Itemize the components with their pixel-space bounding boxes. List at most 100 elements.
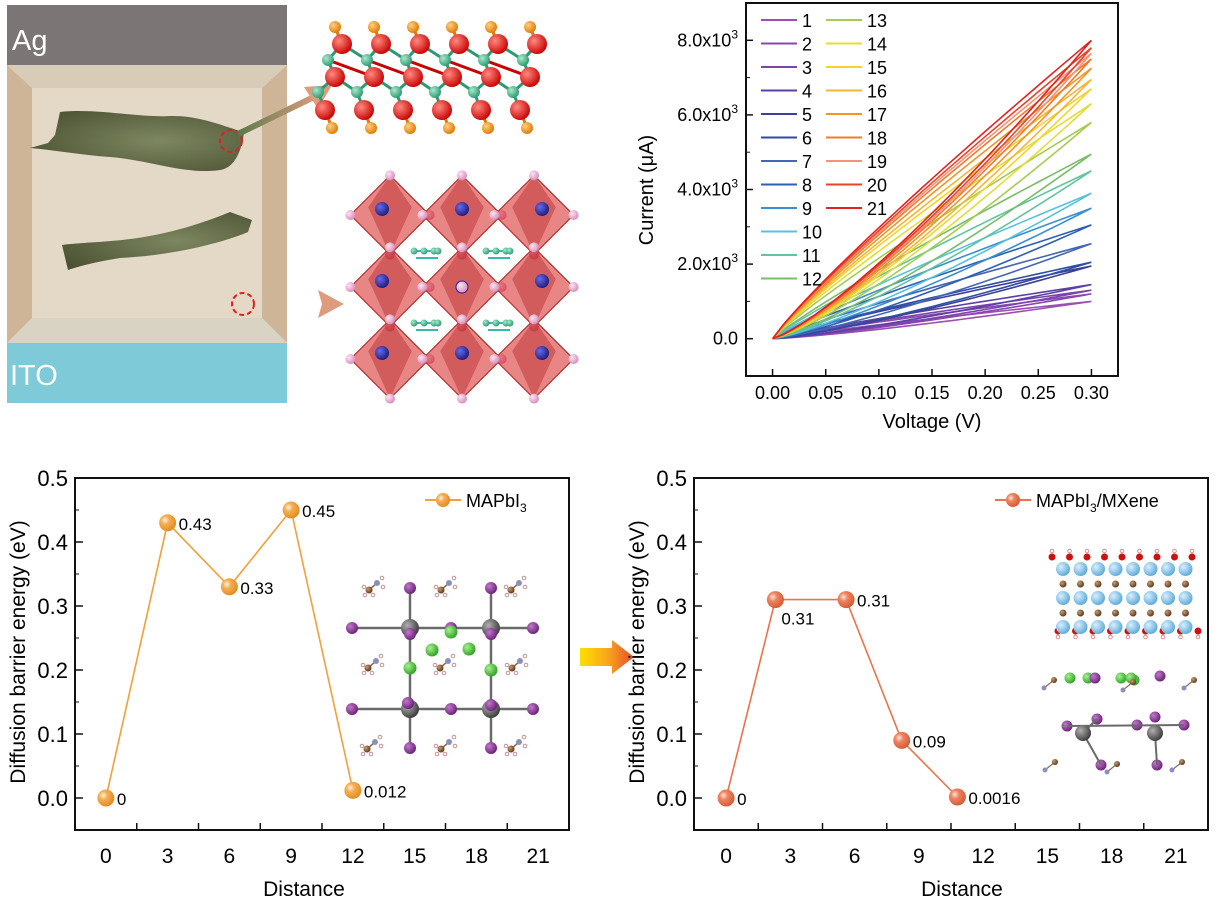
- hydrogen-atom: [512, 592, 518, 598]
- hydrogen-atom: [432, 662, 438, 668]
- octahedron-face: [368, 175, 412, 255]
- iodide-atom: [489, 282, 500, 292]
- nitrogen-atom: [1104, 769, 1110, 775]
- lead-atom: [455, 202, 469, 216]
- nitrogen-atom: [1169, 767, 1175, 773]
- barrier1-x-tick-label: 15: [403, 845, 426, 868]
- iodine-atom: [346, 622, 358, 634]
- barrier2-data-label: 0.0016: [968, 789, 1020, 808]
- organic-atom: [410, 247, 418, 255]
- mxene-atom-metal: [354, 100, 374, 120]
- iodide-atom: [568, 354, 579, 364]
- barrier1-data-label: 0.012: [364, 782, 407, 801]
- lead-atom: [375, 346, 389, 360]
- iodide-atom: [417, 354, 428, 364]
- iv-curve-cycle-14: [772, 103, 1092, 340]
- iodide-atom: [568, 282, 579, 292]
- hydrogen-atom: [360, 662, 366, 668]
- lead-atom: [1075, 725, 1091, 741]
- iodide-atom: [385, 242, 395, 253]
- barrier1-y-axis-label: Diffusion barrier energy (eV): [7, 520, 30, 783]
- octahedron-face: [512, 175, 556, 255]
- mxene-c-atom: [1077, 609, 1084, 617]
- bulk-marker-circle: [231, 292, 255, 316]
- barrier2-legend-marker: [1006, 493, 1020, 507]
- mxene-ti-atom: [1126, 562, 1140, 576]
- iodide-atom: [457, 170, 467, 181]
- barrier2-axes: 0 3 6 9 12 15 18 21 0.0 0.1 0.2 0.3 0.4 0.5: [656, 466, 1187, 868]
- barrier1-point: [159, 514, 177, 532]
- barrier1-x-tick-label: 6: [224, 845, 236, 868]
- ito-label: ITO: [10, 360, 58, 392]
- organic-atom: [492, 319, 500, 327]
- mxene-hydrogen: [1189, 548, 1195, 554]
- iv-x-axis-label: Voltage (V): [883, 411, 982, 433]
- central-atom: [455, 280, 469, 294]
- iv-y-tick-label: 2.0x103: [677, 251, 738, 274]
- iodine-atom: [485, 582, 497, 594]
- iv-curves: [771, 39, 1093, 340]
- mxene-oxygen: [1153, 553, 1161, 561]
- barrier1-y-tick-label: 0.0: [37, 786, 68, 811]
- carbon-atom: [508, 664, 516, 672]
- organic-atom: [420, 319, 428, 327]
- iodide-atom: [345, 354, 356, 364]
- iodide-atom: [529, 242, 539, 253]
- mxene-atom-metal: [510, 100, 530, 120]
- barrier-chart-mapbi3-mxene: 0 3 6 9 12 15 18 21 0.0 0.1 0.2 0.3 0.4 0.5 0 0.31 0.31…: [626, 466, 1209, 901]
- iv-curve-cycle-2: [772, 293, 1092, 340]
- hydrogen-atom: [434, 751, 440, 757]
- mxene-ti-atom: [1161, 620, 1175, 634]
- mxene-hydrogen: [1102, 548, 1107, 554]
- mxene-c-atom: [1147, 580, 1154, 588]
- carbon-atom: [1191, 677, 1197, 683]
- mxene-oxygen: [1066, 553, 1073, 561]
- iv-y-tick-mantissa: 8.0x10: [677, 30, 731, 50]
- hydrogen-atom: [451, 662, 457, 668]
- mxene-atom-carbon: [507, 86, 519, 98]
- barrier2-point: [717, 789, 735, 807]
- mxene-c-atom: [1059, 609, 1067, 617]
- mxene-atom-carbon: [351, 86, 363, 98]
- barrier2-x-tick-label: 21: [1164, 845, 1187, 868]
- vacancy-atom: [462, 642, 476, 656]
- mxene-oxygen: [1083, 553, 1091, 561]
- iv-legend-label-8: 8: [802, 176, 812, 196]
- hydrogen-atom: [378, 653, 384, 659]
- iv-legend-label-13: 13: [867, 11, 887, 31]
- hydrogen-atom: [433, 584, 439, 590]
- barrier2-legend-label: MAPbI3/MXene: [1036, 491, 1159, 515]
- hydrogen-atom: [442, 592, 448, 598]
- vacancy-atom: [403, 661, 417, 675]
- carbon-atom: [1130, 679, 1136, 685]
- mxene-atom-terminal: [521, 122, 533, 134]
- mxene-ti-atom: [1178, 562, 1193, 576]
- octahedron-face: [368, 319, 412, 399]
- mxene-atom-metal: [442, 67, 462, 87]
- mxene-ti-atom: [1161, 591, 1175, 605]
- hydrogen-atom: [360, 751, 366, 757]
- iv-y-tick-exponent: 3: [731, 102, 738, 116]
- barrier2-data-label: 0: [737, 790, 746, 809]
- device-schematic: Ag ITO: [7, 5, 344, 403]
- iodide-atom: [457, 242, 467, 253]
- carbon-atom: [436, 664, 444, 672]
- mxene-hydrogen: [1119, 548, 1125, 554]
- nitrogen-atom: [517, 658, 523, 664]
- mxene-atom-carbon: [400, 54, 412, 66]
- barrier1-plot-frame: [74, 477, 570, 831]
- mxene-atom-carbon: [439, 54, 451, 66]
- iv-x-tick-label: 0.10: [861, 383, 896, 403]
- hydrogen-atom: [379, 575, 385, 581]
- mxene-atom-carbon: [361, 54, 373, 66]
- iodide-atom: [417, 282, 428, 292]
- mxene-ti-atom: [1108, 591, 1123, 605]
- hydrogen-atom: [451, 734, 457, 740]
- barrier1-x-tick-label: 21: [526, 845, 549, 868]
- barrier2-x-tick-label: 0: [720, 845, 732, 868]
- mxene-c-atom: [1147, 609, 1154, 617]
- iv-legend-label-4: 4: [802, 82, 812, 102]
- mxene-c-atom: [1059, 580, 1067, 588]
- iv-curve-cycle-9: [772, 207, 1092, 340]
